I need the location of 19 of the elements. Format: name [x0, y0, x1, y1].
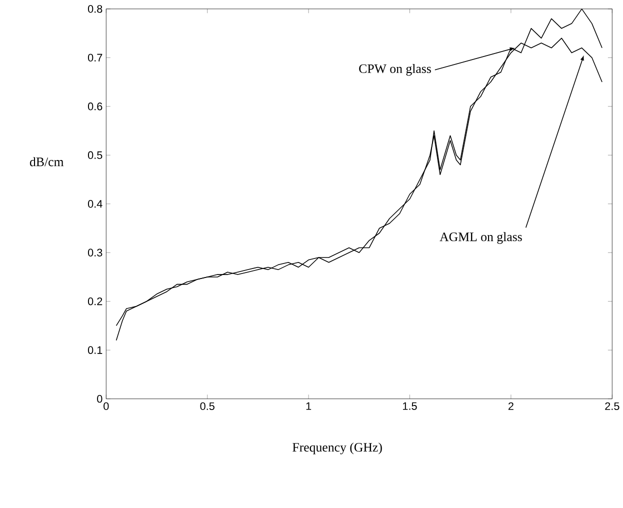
x-tick-label: 0	[104, 402, 109, 410]
x-tick-label: 1.5	[403, 402, 417, 410]
y-tick-label: 0.3	[88, 248, 102, 256]
x-tick-label: 2.5	[605, 402, 620, 410]
x-tick-label: 1	[306, 402, 312, 410]
y-axis-title: dB/cm	[30, 157, 64, 166]
y-tick-label: 0.5	[88, 151, 102, 159]
x-axis-title: Frequency (GHz)	[292, 442, 382, 454]
y-tick-label: 0.7	[88, 54, 102, 62]
y-tick-label: 0.4	[88, 200, 102, 208]
y-tick-label: 0	[97, 395, 102, 403]
x-tick-label: 0.5	[200, 402, 214, 410]
y-tick-label: 0.8	[88, 5, 102, 13]
y-tick-label: 0.1	[88, 346, 102, 354]
y-tick-label: 0.2	[88, 298, 102, 306]
y-tick-label: 0.6	[88, 102, 102, 110]
annotation: AGML on glass	[440, 232, 522, 244]
x-tick-label: 2	[508, 402, 514, 410]
annotation: CPW on glass	[359, 64, 431, 76]
